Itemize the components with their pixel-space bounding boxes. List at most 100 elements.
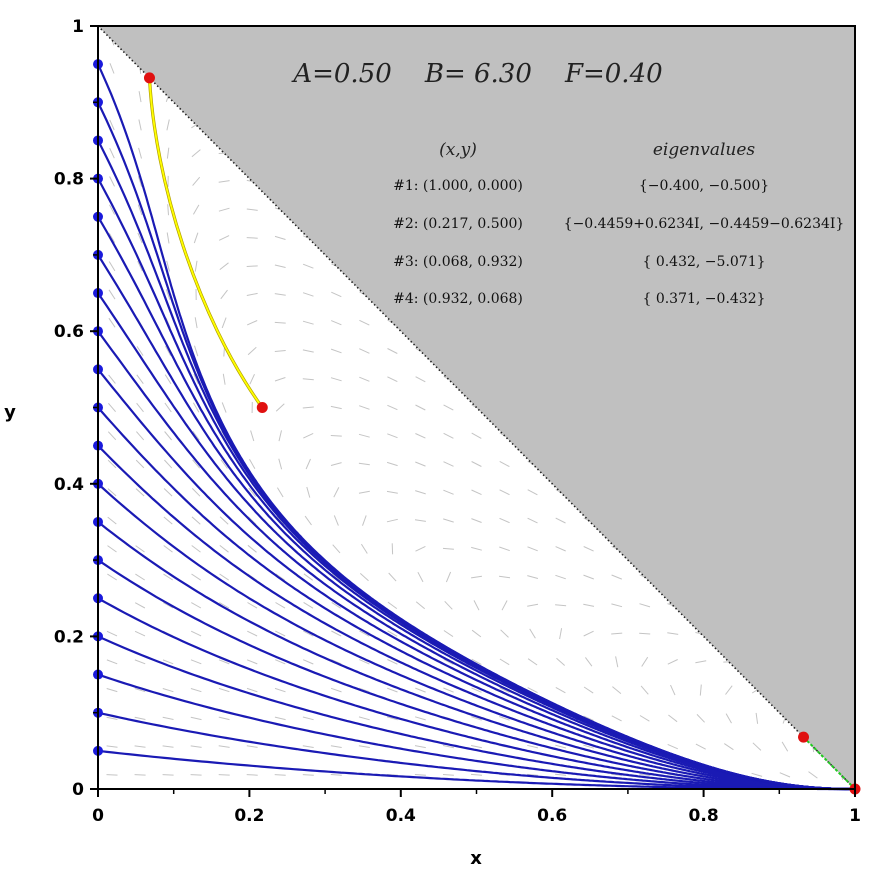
field-arrow <box>109 119 115 131</box>
field-arrow <box>274 350 286 352</box>
field-arrow <box>246 208 258 211</box>
field-arrow <box>725 685 733 695</box>
field-arrow <box>387 630 398 637</box>
field-arrow <box>275 630 286 637</box>
equilibrium-point <box>143 72 155 84</box>
field-arrow <box>670 684 676 696</box>
field-arrow <box>499 716 510 721</box>
field-arrow <box>218 745 230 748</box>
field-arrow <box>194 345 199 357</box>
field-arrow <box>134 745 146 748</box>
field-arrow <box>190 774 202 776</box>
field-arrow <box>471 489 482 496</box>
field-arrow <box>667 632 679 635</box>
x-tick-label: 0.4 <box>386 806 416 826</box>
field-arrow <box>555 686 566 694</box>
field-arrow <box>332 544 341 554</box>
field-arrow <box>218 687 230 693</box>
field-arrow <box>109 63 115 74</box>
field-arrow <box>415 545 426 552</box>
field-arrow <box>246 320 258 326</box>
field-arrow <box>640 685 649 695</box>
equilibrium-point <box>798 731 810 743</box>
field-arrow <box>135 459 145 469</box>
field-arrow <box>108 261 116 272</box>
field-arrow <box>500 629 509 638</box>
field-arrow <box>274 377 286 382</box>
field-arrow <box>695 743 706 750</box>
field-arrow <box>138 91 142 103</box>
field-arrow <box>190 688 202 693</box>
field-arrow <box>417 571 424 583</box>
x-tick-label: 0.2 <box>234 806 264 826</box>
field-arrow <box>387 687 398 693</box>
field-arrow <box>303 432 314 439</box>
field-arrow <box>164 459 173 469</box>
field-arrow <box>668 714 678 723</box>
field-arrow <box>499 658 510 666</box>
field-arrow <box>583 630 594 637</box>
field-arrow <box>583 744 595 749</box>
field-arrow <box>330 435 342 437</box>
table-row-4-point: #4: (0.932, 0.068) <box>393 291 523 307</box>
field-arrow <box>501 600 508 611</box>
field-arrow <box>246 292 258 296</box>
field-arrow <box>250 430 255 442</box>
field-arrow <box>359 573 369 582</box>
field-arrow <box>193 232 199 244</box>
field-arrow <box>583 686 594 694</box>
field-arrow <box>358 433 370 438</box>
field-arrow <box>442 774 454 776</box>
field-arrow <box>527 603 539 607</box>
field-arrow <box>470 773 483 776</box>
field-arrow <box>330 462 342 466</box>
field-arrow <box>360 543 368 554</box>
field-arrow <box>359 659 370 665</box>
field-arrow <box>193 373 199 385</box>
field-arrow <box>274 774 286 776</box>
field-arrow <box>220 459 228 469</box>
field-arrow <box>415 433 426 439</box>
field-arrow <box>471 575 482 579</box>
table-row-1-point: #1: (1.000, 0.000) <box>393 178 523 194</box>
field-arrow <box>136 402 144 413</box>
field-arrow <box>330 687 342 693</box>
field-arrow <box>415 490 426 495</box>
field-arrow <box>471 716 482 721</box>
field-arrow <box>386 461 398 467</box>
field-arrow <box>164 402 172 413</box>
field-arrow <box>246 745 258 748</box>
field-arrow <box>303 573 313 581</box>
field-arrow <box>414 745 426 749</box>
field-arrow <box>443 630 454 638</box>
field-arrow <box>137 176 143 187</box>
field-arrow <box>276 516 285 525</box>
field-arrow <box>138 147 142 159</box>
field-arrow <box>190 659 202 665</box>
field-arrow <box>246 774 258 776</box>
field-arrow <box>415 404 426 411</box>
field-arrow <box>303 630 314 637</box>
field-arrow <box>219 516 229 525</box>
y-axis-label: y <box>4 402 16 423</box>
field-arrow <box>359 687 370 693</box>
field-arrow <box>107 488 117 497</box>
field-arrow <box>165 345 172 357</box>
field-arrow <box>527 575 539 579</box>
field-arrow <box>358 490 370 494</box>
field-arrow <box>305 458 311 470</box>
y-tick-label: 0.6 <box>54 322 84 342</box>
field-arrow <box>246 659 258 665</box>
field-arrow <box>192 204 200 215</box>
field-arrow <box>639 715 650 722</box>
y-tick-labels: 0 0.2 0.4 0.6 0.8 1 <box>54 17 84 800</box>
field-arrow <box>136 431 145 441</box>
field-arrow <box>387 601 398 610</box>
field-arrow <box>499 687 510 693</box>
field-arrow <box>137 260 143 272</box>
field-arrow <box>108 374 116 384</box>
field-arrow <box>331 320 342 326</box>
field-arrow <box>162 688 174 693</box>
field-arrow <box>499 460 510 468</box>
